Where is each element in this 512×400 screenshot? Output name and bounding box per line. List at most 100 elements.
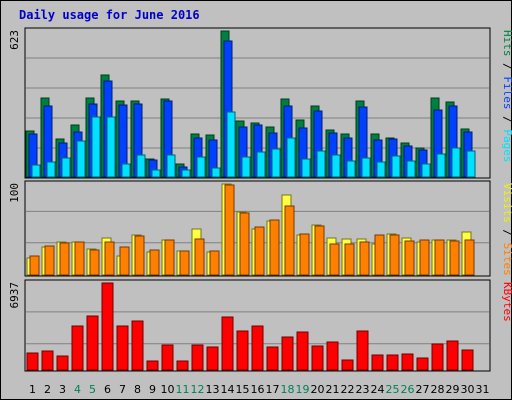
bar-pages-day-16 bbox=[256, 151, 266, 178]
x-tick-label-day-8: 8 bbox=[134, 383, 141, 396]
bar-pages-day-21 bbox=[331, 154, 341, 178]
bar-sites-day-25 bbox=[389, 234, 400, 276]
label-separator: / bbox=[501, 223, 512, 243]
x-tick-label-day-10: 10 bbox=[161, 383, 175, 396]
bar-kbytes-day-19 bbox=[296, 331, 309, 371]
bar-kbytes-day-17 bbox=[266, 346, 279, 371]
bar-pages-day-6 bbox=[106, 116, 116, 178]
bar-sites-day-20 bbox=[314, 225, 325, 276]
bar-pages-day-5 bbox=[91, 116, 101, 178]
bar-kbytes-day-27 bbox=[416, 357, 429, 371]
bar-pages-day-25 bbox=[391, 155, 401, 178]
bar-kbytes-day-29 bbox=[446, 340, 459, 371]
bar-sites-day-24 bbox=[374, 234, 385, 276]
x-tick-label-day-9: 9 bbox=[149, 383, 156, 396]
series-label-visits: Visits bbox=[501, 183, 512, 223]
bar-sites-day-23 bbox=[359, 241, 370, 276]
x-tick-label-day-30: 30 bbox=[461, 383, 475, 396]
bar-sites-day-22 bbox=[344, 243, 355, 276]
bar-sites-day-9 bbox=[149, 249, 160, 276]
bar-pages-day-3 bbox=[61, 157, 71, 178]
bar-kbytes-day-10 bbox=[161, 344, 174, 371]
bar-kbytes-day-15 bbox=[236, 330, 249, 371]
bar-pages-day-17 bbox=[271, 148, 281, 178]
bar-pages-day-20 bbox=[316, 150, 326, 178]
bar-kbytes-day-16 bbox=[251, 325, 264, 371]
bar-kbytes-day-13 bbox=[206, 346, 219, 371]
bar-sites-day-30 bbox=[464, 239, 475, 276]
bar-pages-day-9 bbox=[151, 169, 161, 178]
bar-sites-day-3 bbox=[59, 242, 70, 276]
x-tick-label-day-6: 6 bbox=[104, 383, 111, 396]
bar-kbytes-day-1 bbox=[26, 352, 39, 371]
bar-pages-day-2 bbox=[46, 161, 56, 178]
bar-sites-day-2 bbox=[44, 245, 55, 276]
bar-sites-day-12 bbox=[194, 238, 205, 276]
bar-pages-day-10 bbox=[166, 154, 176, 178]
series-axis-label: KBytes bbox=[501, 282, 512, 322]
series-label-hits: Hits bbox=[501, 30, 512, 57]
bar-sites-day-15 bbox=[239, 212, 250, 276]
x-tick-label-day-17: 17 bbox=[266, 383, 280, 396]
bar-pages-day-22 bbox=[346, 160, 356, 178]
series-label-kbytes: KBytes bbox=[501, 282, 512, 322]
x-tick-label-day-29: 29 bbox=[446, 383, 460, 396]
x-tick-label-day-12: 12 bbox=[191, 383, 205, 396]
x-tick-label-day-13: 13 bbox=[206, 383, 220, 396]
x-tick-label-day-3: 3 bbox=[59, 383, 66, 396]
bar-pages-day-7 bbox=[121, 163, 131, 178]
chart-title: Daily usage for June 2016 bbox=[19, 8, 200, 22]
bar-kbytes-day-4 bbox=[71, 325, 84, 371]
x-tick-label-day-23: 23 bbox=[356, 383, 370, 396]
bar-sites-day-10 bbox=[164, 239, 175, 276]
x-tick-label-day-24: 24 bbox=[371, 383, 385, 396]
ymax-label: 6937 bbox=[8, 282, 21, 309]
bar-pages-day-24 bbox=[376, 161, 386, 178]
x-tick-label-day-7: 7 bbox=[119, 383, 126, 396]
series-label-sites: Sites bbox=[501, 243, 512, 276]
bar-kbytes-day-12 bbox=[191, 344, 204, 371]
bar-pages-day-28 bbox=[436, 153, 446, 178]
bar-kbytes-day-2 bbox=[41, 350, 54, 371]
x-tick-label-day-5: 5 bbox=[89, 383, 96, 396]
bar-pages-day-27 bbox=[421, 163, 431, 178]
label-separator: / bbox=[501, 57, 512, 77]
bar-sites-day-14 bbox=[224, 184, 235, 276]
series-axis-label: Visits / Sites bbox=[501, 183, 512, 276]
bar-sites-day-5 bbox=[89, 249, 100, 276]
bar-sites-day-17 bbox=[269, 219, 280, 276]
bar-kbytes-day-7 bbox=[116, 325, 129, 371]
bar-pages-day-30 bbox=[466, 150, 476, 178]
bar-kbytes-day-3 bbox=[56, 355, 69, 371]
bar-pages-day-19 bbox=[301, 158, 311, 178]
panel-visits_sites: 100 Visits / Sites bbox=[8, 180, 512, 277]
panel-kbytes: 6937 KBytes bbox=[8, 279, 512, 372]
bar-pages-day-23 bbox=[361, 157, 371, 178]
bar-kbytes-day-25 bbox=[386, 354, 399, 371]
bar-sites-day-26 bbox=[404, 240, 415, 276]
x-tick-label-day-26: 26 bbox=[401, 383, 415, 396]
x-tick-label-day-11: 11 bbox=[176, 383, 190, 396]
x-tick-label-day-15: 15 bbox=[236, 383, 250, 396]
x-tick-label-day-22: 22 bbox=[341, 383, 355, 396]
bar-kbytes-day-8 bbox=[131, 320, 144, 371]
x-tick-label-day-18: 18 bbox=[281, 383, 295, 396]
x-tick-label-day-16: 16 bbox=[251, 383, 265, 396]
bar-kbytes-day-20 bbox=[311, 345, 324, 371]
x-tick-label-day-1: 1 bbox=[29, 383, 36, 396]
bar-kbytes-day-9 bbox=[146, 360, 159, 371]
bar-pages-day-4 bbox=[76, 140, 86, 178]
bar-kbytes-day-6 bbox=[101, 282, 114, 371]
bar-kbytes-day-30 bbox=[461, 349, 474, 371]
x-tick-label-day-2: 2 bbox=[44, 383, 51, 396]
bar-sites-day-18 bbox=[284, 205, 295, 276]
bar-sites-day-8 bbox=[134, 235, 145, 276]
label-separator: / bbox=[501, 110, 512, 130]
bar-sites-day-1 bbox=[29, 255, 40, 276]
bar-pages-day-8 bbox=[136, 154, 146, 178]
bar-sites-day-19 bbox=[299, 233, 310, 276]
bar-kbytes-day-26 bbox=[401, 353, 414, 371]
bar-kbytes-day-23 bbox=[356, 330, 369, 371]
x-tick-label-day-27: 27 bbox=[416, 383, 430, 396]
